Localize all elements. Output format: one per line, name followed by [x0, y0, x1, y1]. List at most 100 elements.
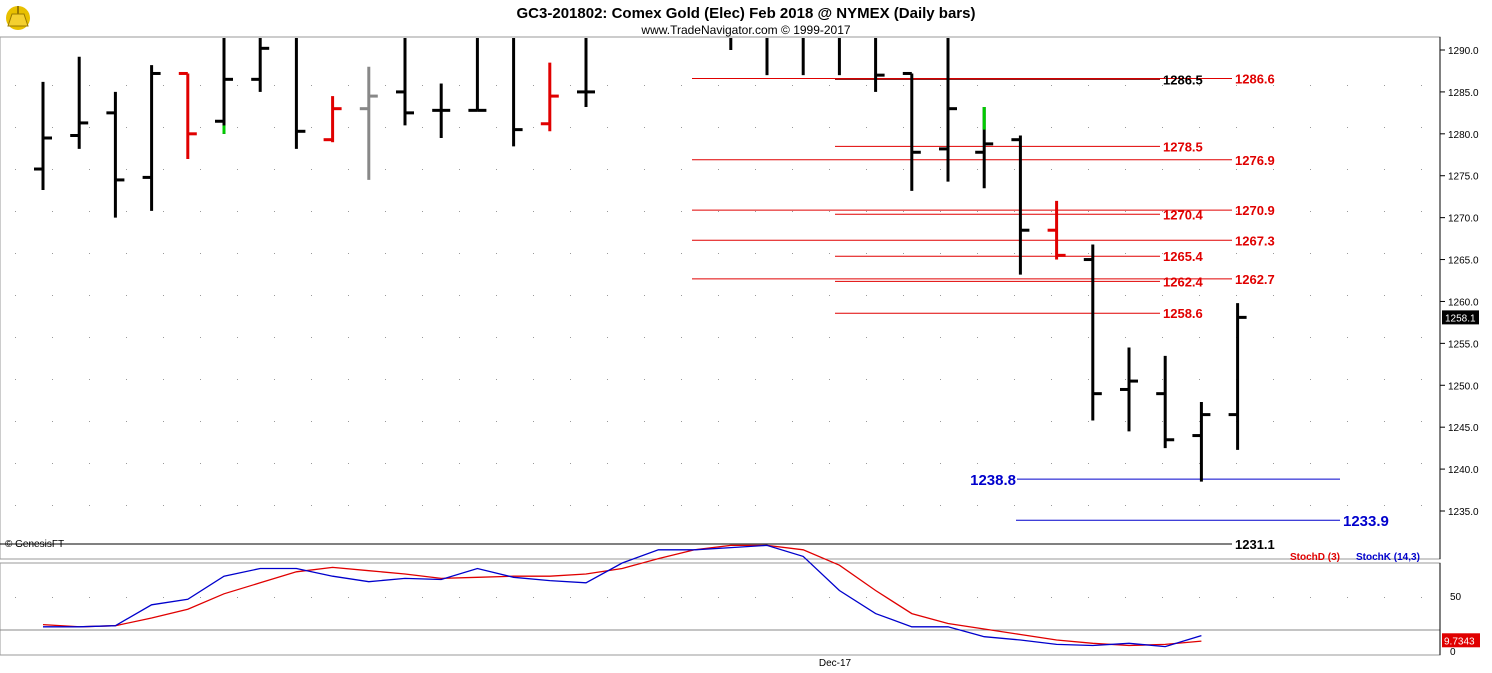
- level-1262.4: 1262.4: [835, 274, 1204, 289]
- grid-dot: [89, 253, 90, 254]
- grid-dot: [385, 597, 386, 598]
- grid-dot: [792, 421, 793, 422]
- grid-dot: [977, 85, 978, 86]
- grid-dot: [1310, 295, 1311, 296]
- stoch-last-box: [1442, 633, 1480, 648]
- ohlc-bar: [251, 38, 270, 92]
- grid-dot: [1014, 127, 1015, 128]
- ohlc-bar: [106, 91, 125, 218]
- grid-dot: [15, 127, 16, 128]
- grid-dot: [940, 379, 941, 380]
- grid-dot: [1088, 463, 1089, 464]
- grid-dot: [163, 597, 164, 598]
- grid-dot: [1199, 463, 1200, 464]
- level-label: 1265.4: [1163, 249, 1204, 264]
- grid-dot: [644, 379, 645, 380]
- grid-dot: [1162, 379, 1163, 380]
- grid-dot: [1162, 253, 1163, 254]
- grid-dot: [163, 253, 164, 254]
- grid-dot: [274, 505, 275, 506]
- grid-dot: [1051, 295, 1052, 296]
- grid-dot: [163, 463, 164, 464]
- level-label: 1238.8: [970, 472, 1016, 489]
- grid-dot: [1088, 421, 1089, 422]
- grid-dot: [718, 505, 719, 506]
- grid-dot: [274, 597, 275, 598]
- grid-dot: [126, 253, 127, 254]
- ohlc-bar: [1047, 200, 1066, 260]
- grid-dot: [1199, 127, 1200, 128]
- grid-dot: [126, 337, 127, 338]
- grid-dot: [274, 211, 275, 212]
- grid-dot: [644, 421, 645, 422]
- grid-dot: [829, 211, 830, 212]
- grid-dot: [755, 169, 756, 170]
- grid-dot: [903, 127, 904, 128]
- grid-dot: [940, 463, 941, 464]
- grid-dot: [533, 295, 534, 296]
- grid-dot: [1421, 421, 1422, 422]
- grid-dot: [903, 295, 904, 296]
- grid-dot: [644, 211, 645, 212]
- grid-dot: [89, 295, 90, 296]
- grid-dot: [681, 463, 682, 464]
- grid-dot: [1421, 211, 1422, 212]
- grid-dot: [644, 337, 645, 338]
- ohlc-bar: [874, 38, 885, 92]
- grid-dot: [422, 421, 423, 422]
- legend-entry: StochD (3): [1290, 552, 1340, 563]
- grid-dot: [829, 337, 830, 338]
- grid-dot: [1051, 597, 1052, 598]
- grid-dot: [15, 169, 16, 170]
- grid-dot: [829, 169, 830, 170]
- level-label: 1262.4: [1163, 274, 1204, 289]
- grid-dot: [681, 295, 682, 296]
- grid-dot: [1384, 597, 1385, 598]
- legend-entry: StochK (14,3): [1356, 552, 1420, 563]
- grid-dot: [1273, 421, 1274, 422]
- grid-dot: [385, 253, 386, 254]
- grid-dot: [977, 379, 978, 380]
- grid-dot: [755, 505, 756, 506]
- grid-dot: [570, 85, 571, 86]
- grid-dot: [1310, 337, 1311, 338]
- grid-dot: [829, 597, 830, 598]
- grid-dot: [1199, 211, 1200, 212]
- grid-dot: [1236, 85, 1237, 86]
- grid-dot: [163, 421, 164, 422]
- grid-dot: [1310, 127, 1311, 128]
- grid-dot: [15, 379, 16, 380]
- grid-dot: [1199, 337, 1200, 338]
- ohlc-bar: [902, 71, 921, 191]
- grid-dot: [237, 211, 238, 212]
- copyright-note: © GenesisFT: [5, 539, 64, 550]
- grid-dot: [496, 295, 497, 296]
- grid-dot: [718, 421, 719, 422]
- level-1278.5: 1278.5: [835, 139, 1203, 154]
- grid-dot: [1125, 421, 1126, 422]
- grid-dot: [607, 463, 608, 464]
- grid-dot: [977, 337, 978, 338]
- grid-dot: [644, 253, 645, 254]
- level-label: 1276.9: [1235, 153, 1275, 168]
- ohlc-bar: [1228, 303, 1247, 450]
- grid-dot: [89, 505, 90, 506]
- grid-dot: [1273, 169, 1274, 170]
- grid-dot: [792, 463, 793, 464]
- grid-dot: [163, 379, 164, 380]
- grid-dot: [1125, 253, 1126, 254]
- level-1267.3: 1267.3: [692, 233, 1275, 248]
- grid-dot: [977, 597, 978, 598]
- grid-dot: [1273, 295, 1274, 296]
- grid-dot: [755, 379, 756, 380]
- ohlc-bar: [323, 96, 342, 143]
- grid-dot: [15, 597, 16, 598]
- grid-dot: [52, 85, 53, 86]
- grid-dot: [866, 295, 867, 296]
- grid-dot: [422, 127, 423, 128]
- grid-dot: [1273, 85, 1274, 86]
- grid-dot: [533, 211, 534, 212]
- grid-dot: [1421, 463, 1422, 464]
- grid-dot: [348, 253, 349, 254]
- grid-dot: [1162, 85, 1163, 86]
